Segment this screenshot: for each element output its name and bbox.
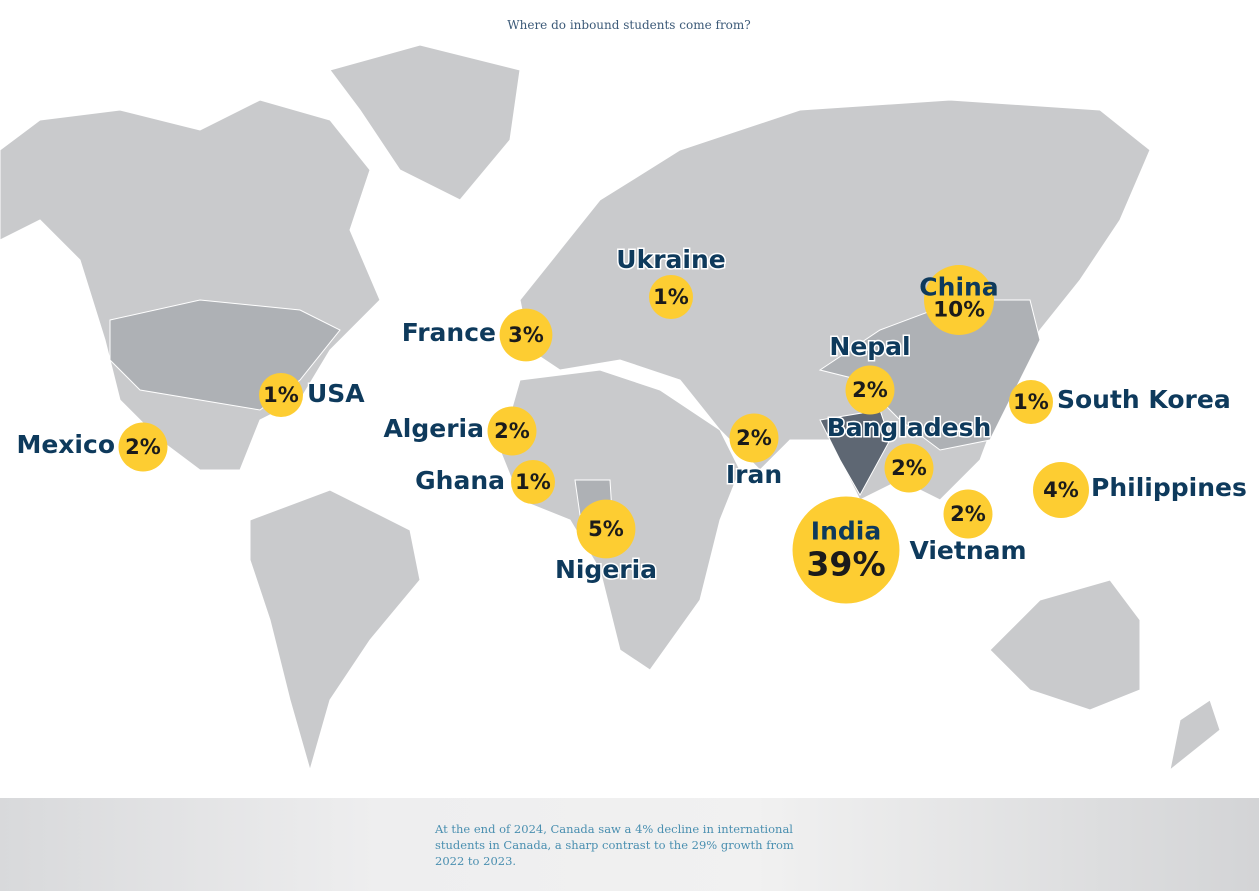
bubble bbox=[118, 422, 168, 472]
bubble bbox=[1033, 462, 1089, 518]
country-name: USA bbox=[307, 379, 365, 408]
country-name: China bbox=[919, 272, 998, 301]
country-name: South Korea bbox=[1057, 385, 1231, 414]
value-label: 1% bbox=[653, 285, 689, 309]
bubble bbox=[924, 265, 994, 335]
value-label: 1% bbox=[515, 470, 551, 494]
country-name: Iran bbox=[726, 460, 782, 489]
bubble bbox=[1009, 380, 1053, 424]
country-name: Algeria bbox=[383, 414, 484, 443]
bubble bbox=[649, 275, 693, 319]
value-label: 3% bbox=[508, 323, 544, 347]
bubble bbox=[499, 308, 553, 362]
bubble bbox=[259, 373, 303, 417]
value-label: 2% bbox=[736, 426, 772, 450]
value-label: 1% bbox=[1013, 390, 1049, 414]
value-label: 2% bbox=[852, 378, 888, 402]
bubble bbox=[792, 496, 900, 604]
value-label: 10% bbox=[933, 297, 985, 322]
map: Where do inbound students come from? Ukr… bbox=[0, 18, 1248, 772]
value-label: 4% bbox=[1043, 478, 1079, 502]
value-label: 2% bbox=[125, 435, 161, 459]
country-name: Nigeria bbox=[555, 555, 657, 584]
country-name: France bbox=[402, 318, 496, 347]
bubble bbox=[511, 460, 555, 504]
value-label: 39% bbox=[806, 545, 885, 584]
bubble bbox=[884, 443, 934, 493]
bubble bbox=[487, 406, 537, 456]
country-name: Ukraine bbox=[616, 245, 725, 274]
country-name: Nepal bbox=[829, 332, 910, 361]
country-name: Ghana bbox=[415, 466, 505, 495]
map-title: Where do inbound students come from? bbox=[507, 18, 750, 32]
value-label: 2% bbox=[891, 456, 927, 480]
value-label: 2% bbox=[494, 419, 530, 443]
footer-band: At the end of 2024, Canada saw a 4% decl… bbox=[0, 798, 1259, 891]
value-label: 2% bbox=[950, 502, 986, 526]
country-name: Philippines bbox=[1091, 473, 1247, 502]
bubble bbox=[845, 365, 895, 415]
value-label: 5% bbox=[588, 517, 624, 541]
value-label: 1% bbox=[263, 383, 299, 407]
country-name: Mexico bbox=[16, 430, 115, 459]
bubble bbox=[943, 489, 993, 539]
bubble bbox=[576, 499, 636, 559]
footnote: At the end of 2024, Canada saw a 4% decl… bbox=[435, 822, 794, 868]
country-name: Vietnam bbox=[909, 536, 1026, 565]
bubble bbox=[729, 413, 779, 463]
country-name: India bbox=[811, 516, 881, 545]
country-name: Bangladesh bbox=[827, 413, 992, 442]
